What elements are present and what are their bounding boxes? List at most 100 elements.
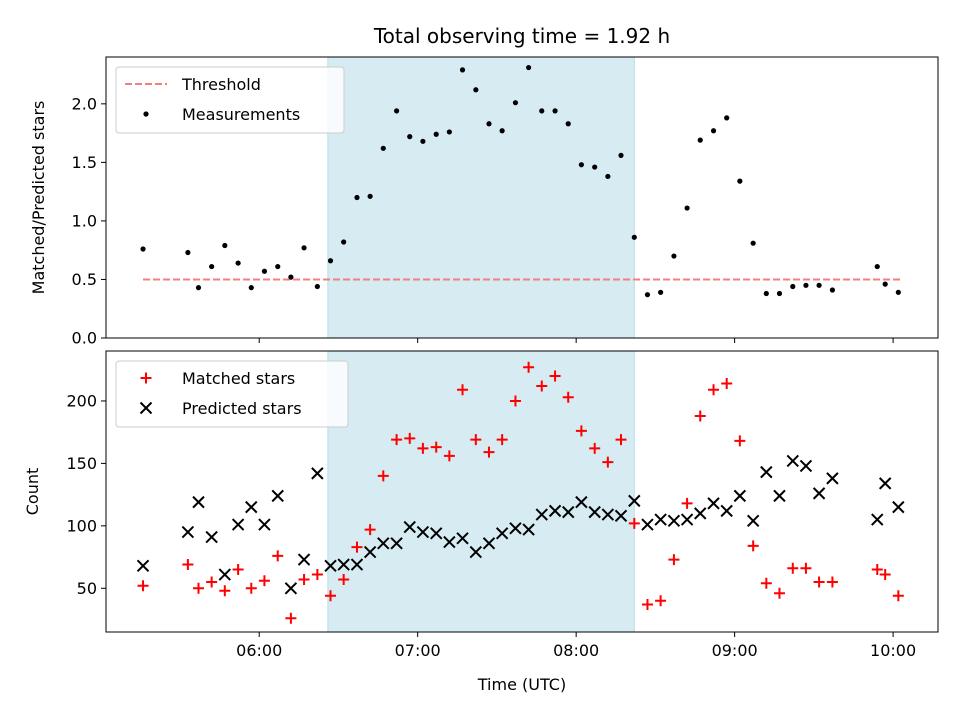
data-point	[509, 395, 521, 407]
ratio-legend: Threshold Measurements	[115, 66, 345, 134]
data-point	[671, 253, 677, 259]
data-point	[760, 577, 772, 589]
data-point	[301, 245, 307, 251]
data-point	[773, 489, 786, 503]
legend-label: Measurements	[182, 105, 300, 124]
data-point	[605, 173, 611, 180]
data-point	[578, 162, 584, 168]
data-point	[457, 384, 469, 396]
data-point	[193, 582, 205, 594]
data-point	[430, 441, 442, 453]
y-tick-label: 2.0	[72, 94, 97, 113]
data-point	[218, 568, 232, 581]
data-point	[522, 523, 535, 536]
x-tick-label: 10:00	[870, 641, 916, 660]
data-point	[314, 283, 320, 290]
data-point	[535, 508, 548, 521]
legend-label: Predicted stars	[182, 399, 302, 418]
legend-box	[115, 66, 345, 134]
data-point	[575, 425, 587, 437]
observing-window-shade	[327, 350, 635, 633]
data-point	[407, 134, 413, 140]
data-point	[776, 290, 783, 297]
data-point	[486, 121, 492, 127]
data-point	[206, 576, 218, 588]
data-point	[443, 450, 455, 462]
data-point	[393, 108, 400, 114]
data-point	[456, 532, 469, 545]
data-point	[377, 537, 390, 550]
data-point	[181, 525, 195, 539]
data-point	[763, 290, 769, 297]
data-point	[416, 525, 430, 539]
data-point	[495, 527, 509, 540]
data-point	[403, 520, 416, 534]
data-point	[195, 285, 202, 291]
data-point	[311, 467, 324, 480]
data-point	[803, 282, 809, 288]
data-point	[351, 541, 363, 553]
data-point	[786, 454, 799, 468]
data-point	[512, 100, 519, 106]
data-point	[826, 576, 838, 588]
data-point	[565, 121, 571, 127]
data-point	[681, 497, 693, 509]
data-point	[298, 574, 310, 586]
data-point	[192, 495, 205, 509]
data-point	[341, 239, 347, 245]
legend-swatch	[143, 111, 149, 117]
data-point	[205, 530, 218, 544]
data-point	[746, 514, 760, 528]
data-point	[724, 115, 730, 121]
data-point	[882, 281, 888, 287]
data-point	[185, 249, 191, 256]
y-tick-label: 200	[66, 391, 97, 410]
y-tick-label: 1.5	[72, 153, 97, 172]
ratio-plot-area	[140, 64, 902, 298]
data-point	[871, 564, 883, 576]
legend-label: Threshold	[181, 75, 261, 94]
data-point	[562, 391, 574, 403]
series-predicted-stars	[136, 454, 905, 595]
data-point	[235, 260, 241, 266]
data-point	[391, 434, 403, 446]
y-tick-label: 1.0	[72, 211, 97, 230]
data-point	[812, 487, 826, 500]
data-point	[311, 569, 323, 581]
data-point	[231, 518, 245, 531]
data-point	[288, 274, 294, 280]
data-point	[737, 178, 743, 184]
data-point	[380, 145, 386, 151]
count-x-ticks: 06:00 07:00 08:00 09:00 10:00	[236, 632, 916, 660]
data-point	[721, 377, 733, 389]
data-point	[654, 513, 667, 526]
data-point	[232, 564, 244, 576]
data-point	[707, 497, 720, 510]
data-point	[354, 194, 360, 201]
data-point	[601, 508, 615, 521]
data-point	[285, 612, 297, 624]
data-point	[829, 287, 836, 293]
data-point	[420, 138, 426, 144]
y-tick-label: 50	[77, 579, 97, 598]
data-point	[655, 595, 667, 607]
data-point	[787, 562, 799, 574]
x-tick-label: 09:00	[712, 641, 758, 660]
data-point	[433, 131, 439, 137]
x-axis-label: Time (UTC)	[477, 675, 566, 694]
data-point	[377, 470, 389, 482]
observing-window-shade	[327, 56, 635, 339]
data-point	[325, 590, 337, 602]
data-point	[710, 128, 717, 134]
data-point	[363, 545, 377, 559]
data-point	[588, 505, 601, 519]
data-point	[750, 240, 756, 246]
y-tick-label: 0.5	[72, 270, 97, 289]
data-point	[272, 550, 284, 562]
data-point	[879, 569, 891, 581]
data-point	[526, 64, 532, 71]
data-point	[258, 575, 270, 587]
data-point	[878, 477, 892, 490]
data-point	[874, 263, 880, 270]
